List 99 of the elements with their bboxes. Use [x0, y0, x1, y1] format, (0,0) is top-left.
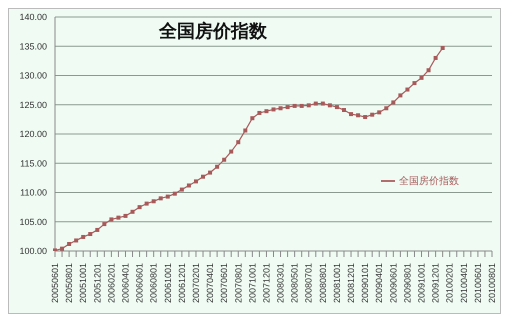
point: [109, 217, 114, 222]
y-tick-label: 105.00: [19, 216, 47, 227]
point: [152, 199, 156, 204]
point: [250, 116, 254, 120]
point: [88, 232, 92, 236]
x-tick-label: 20100201: [444, 263, 455, 304]
point: [138, 205, 142, 210]
point: [440, 46, 445, 50]
point: [300, 104, 304, 108]
point: [222, 158, 226, 162]
x-tick-label: 20091201: [430, 263, 441, 304]
x-tick-label: 20080501: [290, 263, 300, 304]
x-tick-label: 20090101: [360, 263, 370, 304]
point: [272, 107, 276, 112]
x-tick-label: 20060201: [106, 263, 116, 304]
point: [420, 76, 424, 80]
point: [405, 88, 410, 92]
x-tick-label: 20070201: [190, 263, 201, 304]
point: [60, 246, 64, 251]
point: [236, 140, 240, 144]
x-tick-label: 20070801: [233, 263, 244, 304]
x-tick-label: 20071001: [247, 263, 258, 304]
point: [363, 115, 368, 120]
x-tick-label: 20090801: [402, 263, 412, 304]
point: [412, 81, 416, 86]
x-tick-label: 20070601: [219, 263, 230, 304]
point: [356, 113, 360, 118]
point: [186, 183, 191, 188]
point: [257, 110, 262, 115]
legend-label: 全国房价指数: [399, 176, 459, 187]
point: [286, 105, 290, 110]
point: [306, 103, 311, 108]
x-tick-label: 20060801: [148, 263, 159, 304]
x-tick-label: 20061001: [162, 263, 173, 304]
x-tick-label: 20060601: [134, 263, 145, 304]
y-tick-label: 130.00: [19, 70, 47, 81]
x-tick-label: 20080301: [276, 263, 286, 304]
point: [398, 93, 402, 98]
point: [95, 228, 100, 232]
point: [314, 102, 318, 106]
x-tick-label: 20100801: [487, 263, 497, 304]
point: [370, 112, 374, 117]
x-tick-label: 20061201: [176, 263, 187, 304]
point: [166, 194, 170, 199]
x-tick-label: 20060401: [120, 263, 130, 304]
point: [349, 112, 354, 116]
point: [328, 103, 332, 108]
point: [278, 106, 283, 110]
point: [116, 216, 120, 220]
x-tick-label: 20081001: [332, 263, 342, 304]
point: [320, 102, 325, 106]
point: [74, 238, 78, 242]
point: [215, 164, 220, 169]
point: [123, 214, 128, 218]
y-tick-label: 135.00: [19, 41, 47, 52]
x-tick-label: 20080701: [304, 263, 314, 304]
y-tick-label: 100.00: [19, 246, 47, 256]
point: [384, 106, 388, 110]
point: [434, 56, 438, 60]
y-tick-label: 125.00: [19, 100, 47, 110]
point: [201, 174, 206, 179]
x-tick-label: 20070401: [205, 263, 216, 304]
point: [180, 188, 184, 192]
point: [130, 210, 135, 214]
x-tick-label: 20071201: [261, 263, 272, 304]
point: [334, 105, 339, 110]
chart-title: 全国房价指数: [159, 20, 267, 43]
point: [243, 128, 248, 132]
x-tick-label: 20090401: [374, 263, 384, 304]
point: [194, 179, 198, 184]
x-tick-label: 20051001: [78, 263, 88, 304]
y-tick-label: 115.00: [20, 158, 47, 168]
y-tick-label: 110.00: [20, 188, 47, 198]
point: [208, 170, 212, 175]
y-tick-label: 120.00: [19, 129, 47, 140]
x-tick-label: 20081201: [346, 263, 356, 304]
point: [342, 108, 346, 112]
x-tick-label: 20091001: [416, 263, 427, 304]
point: [81, 234, 86, 239]
point: [391, 100, 396, 104]
point: [264, 109, 268, 114]
point: [172, 192, 177, 196]
point: [144, 202, 149, 206]
point: [377, 110, 382, 114]
point: [229, 150, 234, 154]
point: [292, 104, 297, 108]
y-tick-label: 140.00: [19, 12, 47, 22]
x-tick-label: 20080801: [318, 263, 328, 304]
point: [67, 242, 72, 246]
x-tick-label: 20100601: [472, 263, 483, 304]
x-tick-label: 20051201: [92, 263, 102, 304]
point: [158, 196, 163, 200]
point: [53, 248, 57, 251]
point: [426, 68, 431, 72]
point: [102, 222, 106, 226]
x-tick-label: 20050601: [50, 263, 60, 304]
x-tick-label: 20050801: [64, 263, 74, 304]
x-tick-label: 20090601: [388, 263, 398, 304]
x-tick-label: 20100401: [458, 263, 469, 304]
